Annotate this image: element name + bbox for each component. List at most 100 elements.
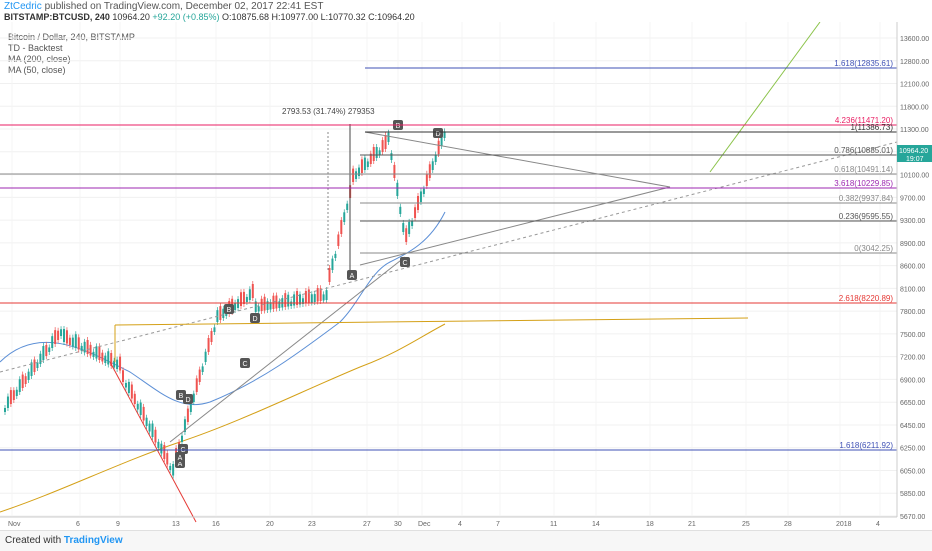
candle-body (414, 207, 417, 218)
time-tick-label: 11 (550, 521, 557, 528)
candle-body (334, 253, 337, 258)
current-price-label: 10964.20 (899, 148, 928, 155)
pattern-label: D (252, 316, 257, 323)
time-tick-label: 18 (646, 521, 654, 528)
candle-body (92, 351, 95, 357)
candle-body (145, 417, 148, 426)
price-tick-label: 6450.00 (900, 423, 925, 430)
pattern-label: C (402, 260, 407, 267)
candle-body (237, 299, 240, 308)
candle-body (266, 301, 269, 310)
candle-body (328, 268, 331, 282)
candle-body (195, 378, 198, 392)
pattern-label-bg (240, 358, 250, 368)
candle-body (60, 329, 63, 336)
triangle-lower-line (359, 186, 671, 266)
candle-body (116, 359, 119, 369)
candle-body (183, 419, 186, 432)
candle-body (89, 344, 92, 356)
candle-body (437, 140, 440, 154)
candle-body (313, 294, 316, 302)
legend-item-ma200[interactable]: MA (200, close) (8, 54, 71, 64)
candle-body (331, 258, 334, 270)
price-tick-label: 9700.00 (900, 195, 925, 202)
time-tick-label: 2018 (836, 521, 852, 528)
author-link[interactable]: ZtCedric (4, 1, 42, 12)
ohlc-values: O:10875.68 H:10977.00 L:10770.32 C:10964… (222, 12, 415, 22)
candle-body (245, 296, 248, 302)
candle-body (340, 220, 343, 234)
candle-body (12, 390, 15, 400)
candle-body (21, 374, 24, 388)
candle-body (24, 376, 27, 384)
publish-info: ZtCedric published on TradingView.com, D… (4, 1, 323, 12)
candle-body (4, 408, 6, 412)
pattern-label: B (227, 307, 232, 314)
candle-body (425, 173, 428, 186)
candle-body (186, 408, 189, 422)
candle-body (248, 289, 251, 300)
price-tick-label: 6050.00 (900, 468, 925, 475)
candle-body (74, 334, 77, 348)
candle-body (360, 159, 363, 173)
candle-body (251, 284, 254, 298)
chart-drawings: 2793.53 (31.74%) 279353BDACDBACDBAC (0, 22, 898, 523)
candle-body (207, 338, 210, 352)
legend-item-ma50[interactable]: MA (50, close) (8, 65, 66, 75)
candle-body (142, 406, 145, 421)
price-tick-label: 7800.00 (900, 309, 925, 316)
candle-body (213, 327, 216, 332)
ma200-line (0, 323, 446, 513)
time-tick-label: 9 (116, 521, 120, 528)
candle-body (172, 464, 175, 476)
pattern-label: A (350, 273, 355, 280)
fib-level-label: 0.382(9937.84) (839, 194, 894, 203)
candle-body (346, 203, 349, 210)
candle-body (198, 369, 201, 382)
candle-body (222, 308, 225, 318)
time-tick-label: Dec (418, 521, 431, 528)
candle-body (396, 182, 399, 196)
red-trendline (109, 361, 197, 523)
candle-body (372, 147, 375, 161)
candle-body (405, 228, 408, 242)
symbol-name: BITSTAMP:BTCUSD, 240 (4, 12, 110, 22)
price-tick-label: 6900.00 (900, 377, 925, 384)
price-tick-label: 13600.00 (900, 36, 929, 43)
support-line (169, 256, 406, 443)
price-tick-label: 11800.00 (900, 104, 929, 111)
current-time-label: 19:07 (906, 156, 924, 163)
candlestick-series (0, 128, 446, 513)
pattern-label: B (396, 123, 401, 130)
candle-body (358, 167, 360, 176)
candle-body (6, 396, 9, 408)
legend-item-td[interactable]: TD - Backtest (8, 43, 63, 53)
candle-body (381, 140, 384, 152)
price-chart[interactable]: 2793.53 (31.74%) 279353BDACDBACDBAC 1.61… (0, 22, 932, 530)
time-tick-label: 4 (458, 521, 462, 528)
candle-body (408, 221, 411, 234)
candle-body (428, 164, 431, 178)
candle-body (133, 393, 136, 404)
publish-text: published on TradingView.com, December 0… (44, 1, 324, 12)
fib-level-label: 0(3042.25) (854, 244, 893, 253)
candle-body (160, 443, 163, 454)
fib-level-label: 0.786(10885.01) (834, 146, 893, 155)
candle-body (290, 301, 293, 306)
price-tick-label: 11300.00 (900, 127, 929, 134)
candle-body (275, 295, 278, 309)
candle-body (242, 291, 245, 304)
pattern-label: C (242, 361, 247, 368)
candle-body (166, 453, 169, 465)
candle-body (124, 382, 127, 388)
candle-body (39, 353, 42, 364)
price-tick-label: 5670.00 (900, 514, 925, 521)
candle-body (399, 206, 402, 214)
candle-body (387, 132, 390, 142)
price-tick-label: 5850.00 (900, 491, 925, 498)
time-tick-label: 25 (742, 521, 750, 528)
candle-body (402, 223, 405, 232)
candle-body (363, 157, 366, 170)
candle-body (63, 328, 65, 342)
tradingview-logo-link[interactable]: TradingView (63, 535, 123, 546)
